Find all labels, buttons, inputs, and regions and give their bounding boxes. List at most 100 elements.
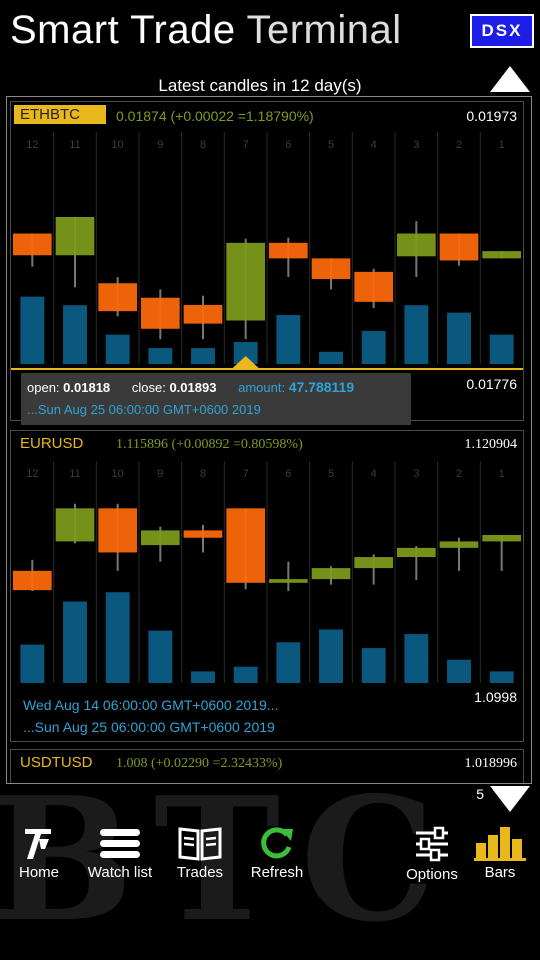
candle-body <box>311 258 351 280</box>
candle-body <box>397 233 436 257</box>
ticker-card-eurusd[interactable]: EURUSD 1.115896 (+0.00892 =0.80598%) 1.1… <box>10 430 524 742</box>
exchange-badge[interactable]: DSX <box>470 14 534 48</box>
open-value: 0.01818 <box>63 380 111 395</box>
candle-body <box>439 541 479 548</box>
ticker-high: 1.120904 <box>464 437 518 452</box>
date-range-start: Wed Aug 14 06:00:00 GMT+0600 2019... <box>23 697 279 713</box>
candle-body <box>269 579 308 583</box>
volume-bar <box>20 644 45 683</box>
ticker-change: 1.115896 (+0.00892 =0.80598%) <box>116 437 303 452</box>
candles-subtitle: Latest candles in 12 day(s) <box>158 76 362 95</box>
candle-body <box>55 216 95 256</box>
candle-body <box>269 242 308 259</box>
close-label: close: <box>131 380 166 395</box>
candle-body <box>311 568 351 580</box>
candle-body <box>98 508 137 553</box>
volume-bar <box>489 671 514 683</box>
toolbar-watch-list[interactable]: Watch list <box>80 825 160 881</box>
volume-bar <box>63 305 87 364</box>
watch-list-icon <box>100 829 140 858</box>
candle-chart-ethbtc[interactable]: 12 11 10 9 8 7 6 5 4 3 2 1 <box>11 132 523 372</box>
ticker-low: 0.01776 <box>466 376 517 392</box>
toolbar-watch-list-label: Watch list <box>87 864 153 881</box>
scroll-down-icon[interactable] <box>490 786 530 812</box>
toolbar-bars[interactable]: Bars <box>472 825 528 881</box>
candle-chart-eurusd[interactable]: 12 11 10 9 8 7 6 5 4 3 2 1 <box>11 461 523 691</box>
volume-bar <box>361 330 386 364</box>
x-tick-label: 11 <box>69 468 80 480</box>
amount-label: amount: <box>238 380 286 395</box>
candle-body <box>354 271 393 302</box>
volume-bar <box>148 630 173 683</box>
toolbar-home-label: Home <box>18 864 59 881</box>
candle-body <box>397 547 436 558</box>
refresh-icon <box>261 827 293 859</box>
volume-bar <box>404 634 429 683</box>
x-tick-label: 5 <box>328 139 334 151</box>
volume-bar <box>489 334 514 364</box>
volume-bar <box>105 334 130 364</box>
ticker-card-usdtusd[interactable]: USDTUSD 1.008 (+0.02290 =2.32433%) 1.018… <box>10 749 524 783</box>
x-tick-label: 10 <box>112 468 124 480</box>
volume-bar <box>191 671 215 683</box>
ticker-high: 1.018996 <box>464 756 518 771</box>
x-tick-label: 1 <box>499 139 505 151</box>
x-tick-label: 10 <box>112 139 124 151</box>
ticker-list[interactable]: ETHBTC 0.01874 (+0.00022 =1.18790%) 0.01… <box>6 96 532 784</box>
candle-body <box>55 508 95 542</box>
toolbar-refresh[interactable]: Refresh <box>246 825 308 881</box>
candle-body <box>183 530 223 538</box>
x-tick-label: 4 <box>371 139 377 151</box>
toolbar-options[interactable]: Options <box>400 825 464 883</box>
x-tick-label: 1 <box>499 468 505 480</box>
app-title: Smart Trade Terminal <box>10 8 402 53</box>
volume-bar <box>63 601 87 683</box>
date-range-end: ...Sun Aug 25 06:00:00 GMT+0600 2019 <box>23 719 275 735</box>
x-tick-label: 8 <box>200 468 206 480</box>
ticker-change: 1.008 (+0.02290 =2.32433%) <box>116 756 283 771</box>
volume-bar <box>276 642 301 683</box>
volume-bar <box>105 592 130 683</box>
x-tick-label: 12 <box>26 468 38 480</box>
candle-body <box>141 530 180 546</box>
candle-body <box>482 534 521 542</box>
toolbar-home[interactable]: Home <box>14 825 64 881</box>
volume-bar <box>447 659 471 683</box>
volume-bar <box>20 296 45 364</box>
x-tick-label: 5 <box>328 468 334 480</box>
toolbar-bars-label: Bars <box>484 864 516 881</box>
x-tick-label: 7 <box>243 468 249 480</box>
x-tick-label: 7 <box>243 139 249 151</box>
candle-ohlc-line: open: 0.01818 close: 0.01893 amount: 47.… <box>27 379 354 395</box>
volume-bar <box>233 341 258 364</box>
open-label: open: <box>27 380 60 395</box>
volume-bar <box>404 305 429 364</box>
toolbar-trades-label: Trades <box>176 864 224 881</box>
ticker-card-ethbtc[interactable]: ETHBTC 0.01874 (+0.00022 =1.18790%) 0.01… <box>10 101 524 425</box>
selected-candle-info: open: 0.01818 close: 0.01893 amount: 47.… <box>21 373 411 425</box>
amount-value: 47.788119 <box>288 379 355 395</box>
volume-bar <box>361 648 386 683</box>
x-tick-label: 11 <box>69 139 80 151</box>
x-tick-label: 6 <box>285 139 291 151</box>
ticker-symbol[interactable]: USDTUSD <box>20 754 93 771</box>
bottom-toolbar: Home Watch list Trades Refresh <box>0 825 540 900</box>
candle-body <box>226 242 265 321</box>
x-tick-label: 2 <box>456 468 462 480</box>
x-tick-label: 9 <box>157 468 163 480</box>
volume-bar <box>191 348 215 364</box>
x-tick-label: 8 <box>200 139 206 151</box>
volume-bar <box>319 351 343 364</box>
ticker-change: 0.01874 (+0.00022 =1.18790%) <box>116 108 314 124</box>
options-icon <box>416 826 448 862</box>
volume-bar <box>233 666 258 683</box>
ticker-symbol[interactable]: EURUSD <box>20 435 84 452</box>
toolbar-trades[interactable]: Trades <box>172 825 228 881</box>
ticker-symbol[interactable]: ETHBTC <box>14 105 106 124</box>
toolbar-refresh-label: Refresh <box>250 864 304 881</box>
ticker-low: 1.0998 <box>474 689 517 705</box>
ticker-high: 0.01973 <box>466 108 517 124</box>
candle-body <box>354 557 393 569</box>
candle-body <box>183 304 223 324</box>
scroll-up-icon[interactable] <box>490 66 530 92</box>
